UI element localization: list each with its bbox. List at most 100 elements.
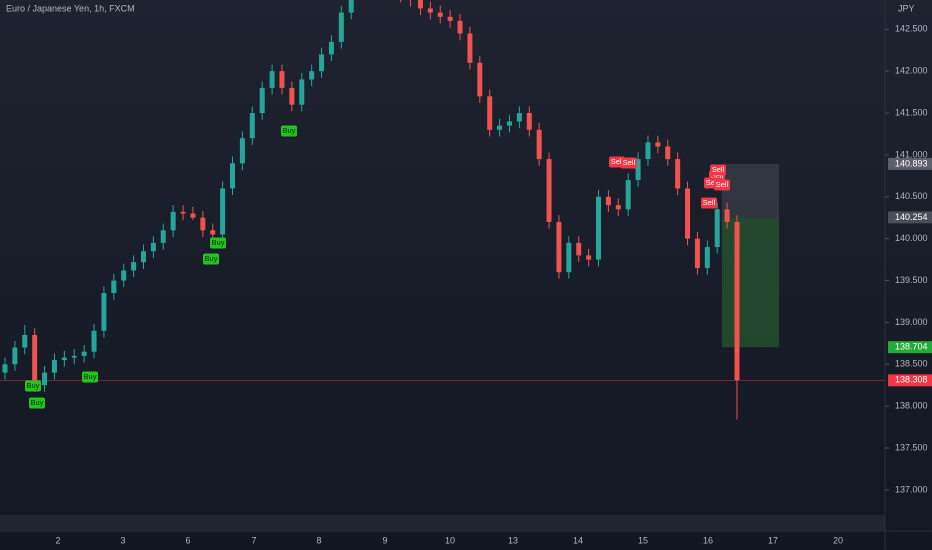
signal-text: Buy: [27, 381, 40, 390]
candle-body: [239, 138, 245, 164]
candle-body: [328, 41, 334, 55]
signal-text: Sell: [712, 165, 725, 174]
candle-body: [635, 159, 641, 181]
candle-body: [655, 142, 661, 147]
candle-body: [566, 242, 572, 273]
signal-box: [29, 397, 45, 409]
x-tick-label: 6: [185, 535, 190, 545]
signal-box: [714, 179, 730, 191]
candle-body: [605, 196, 611, 206]
candle-body: [71, 355, 77, 358]
candle-body: [675, 159, 681, 189]
candle-body: [457, 20, 463, 34]
candle-body: [220, 188, 226, 235]
candle-body: [714, 209, 720, 248]
candle-body: [536, 129, 542, 160]
price-tag: [888, 374, 932, 387]
signal-text: Buy: [212, 238, 225, 247]
signal-text: Sell: [611, 157, 624, 166]
signal-box: [82, 371, 98, 383]
signal-box: [710, 164, 726, 176]
candle-body: [269, 71, 275, 88]
price-tag-label: 138.308: [895, 375, 928, 385]
price-tag: [888, 157, 932, 170]
candle-body: [417, 0, 423, 9]
signal-text: Sell: [623, 158, 636, 167]
candle-body: [724, 209, 730, 222]
candle-body: [180, 211, 186, 214]
signal-text: Sell: [703, 198, 716, 207]
candle-body: [576, 242, 582, 256]
signal-label: Sell: [701, 197, 717, 209]
price-tag-label: 140.254: [895, 212, 928, 222]
candle-body: [259, 87, 265, 114]
candle-body: [170, 211, 176, 231]
signal-box: [281, 125, 297, 137]
candle-body: [487, 96, 493, 130]
candle-body: [131, 262, 137, 271]
y-tick-label: 138.000: [895, 401, 928, 411]
candle-body: [32, 334, 38, 386]
candle-body: [734, 221, 740, 381]
candle-body: [51, 360, 57, 373]
signal-label: Buy: [25, 380, 41, 392]
candle-body: [348, 0, 354, 13]
signal-text: Sell: [716, 180, 729, 189]
y-tick-label: 140.500: [895, 191, 928, 201]
candle-body: [81, 351, 87, 356]
x-tick-label: 16: [703, 535, 713, 545]
candle-body: [516, 113, 522, 122]
candle-body: [437, 12, 443, 17]
candle-body: [625, 180, 631, 210]
candle-body: [526, 113, 532, 130]
x-tick-label: 10: [445, 535, 455, 545]
candle-body: [309, 71, 315, 80]
candle-body: [61, 357, 67, 361]
candle-body: [299, 79, 305, 105]
y-tick-label: 137.500: [895, 442, 928, 452]
x-tick-label: 17: [768, 535, 778, 545]
price-tag-label: 140.893: [895, 158, 928, 168]
reward-zone: [722, 217, 779, 348]
signal-label: Buy: [281, 125, 297, 137]
currency: JPY: [898, 3, 915, 13]
x-tick-label: 13: [508, 535, 518, 545]
y-tick-label: 139.000: [895, 317, 928, 327]
candle-body: [230, 163, 236, 189]
candle-body: [506, 121, 512, 126]
signal-label: Buy: [82, 371, 98, 383]
candle-body: [150, 242, 156, 252]
signal-label: Buy: [210, 237, 226, 249]
candle-body: [140, 251, 146, 263]
candle-body: [289, 87, 295, 105]
candle-body: [338, 12, 344, 42]
candle-body: [160, 230, 166, 243]
candle-body: [586, 255, 592, 260]
signal-label: Buy: [29, 397, 45, 409]
risk-zone: [722, 163, 779, 218]
candle-body: [556, 221, 562, 273]
y-tick-label: 142.000: [895, 66, 928, 76]
y-tick-label: 140.000: [895, 233, 928, 243]
y-tick-label: 141.500: [895, 107, 928, 117]
candle-body: [694, 238, 700, 268]
signal-box: [701, 197, 717, 209]
candle-body: [121, 270, 127, 281]
x-tick-label: 2: [55, 535, 60, 545]
candle-body: [319, 54, 325, 72]
signal-text: Buy: [31, 398, 44, 407]
x-tick-label: 3: [120, 535, 125, 545]
candle-body: [200, 217, 206, 231]
candle-body: [596, 196, 602, 260]
candle-body: [447, 16, 453, 21]
y-tick-label: 138.500: [895, 359, 928, 369]
candle-body: [2, 364, 8, 373]
candle-body: [190, 213, 196, 218]
signal-label: Buy: [203, 253, 219, 265]
y-tick-label: 137.000: [895, 484, 928, 494]
x-tick-label: 7: [251, 535, 256, 545]
price-tag-label: 138.704: [895, 342, 928, 352]
